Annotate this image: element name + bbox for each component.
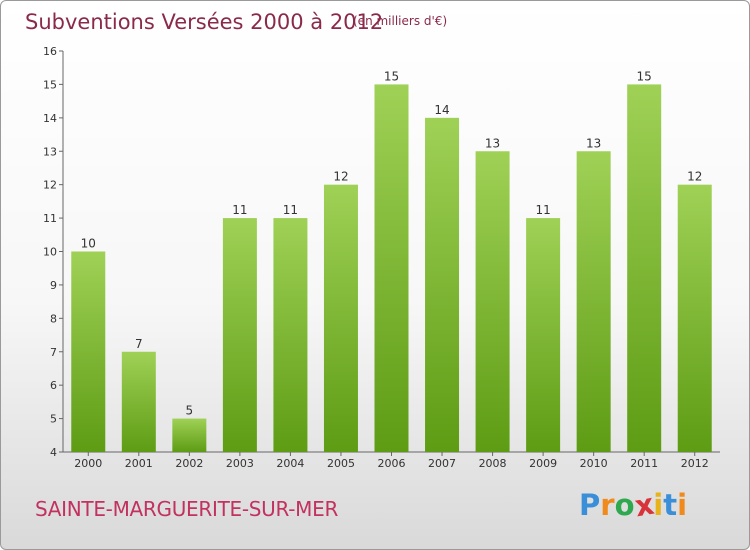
x-tick-label: 2010	[580, 457, 608, 470]
bar-value-label: 11	[283, 203, 298, 217]
x-tick-label: 2002	[175, 457, 203, 470]
bar	[222, 218, 257, 452]
y-tick-label: 7	[50, 346, 57, 359]
bar-value-label: 14	[434, 103, 449, 117]
proxiti-logo[interactable]: Proxiti	[579, 487, 688, 524]
bar-value-label: 7	[135, 337, 143, 351]
logo-letter: P	[579, 488, 601, 522]
y-tick-label: 16	[43, 45, 57, 58]
bar	[526, 218, 561, 452]
x-tick-label: 2012	[681, 457, 709, 470]
bar	[121, 351, 156, 452]
bar	[576, 151, 611, 452]
unit-note: (en milliers d'€)	[353, 14, 448, 28]
bar-value-label: 11	[535, 203, 550, 217]
y-tick-label: 10	[43, 246, 57, 259]
y-tick-label: 5	[50, 413, 57, 426]
y-tick-label: 6	[50, 379, 57, 392]
y-tick-label: 4	[50, 446, 57, 459]
bar	[425, 117, 460, 452]
bar-value-label: 11	[232, 203, 247, 217]
commune-name: SAINTE-MARGUERITE-SUR-MER	[35, 497, 339, 521]
bar-value-label: 5	[186, 404, 194, 418]
bar	[172, 418, 207, 452]
bar-value-label: 12	[333, 170, 348, 184]
y-tick-label: 13	[43, 145, 57, 158]
x-tick-label: 2011	[630, 457, 658, 470]
logo-letter: r	[600, 488, 615, 522]
x-tick-label: 2003	[226, 457, 254, 470]
y-tick-label: 15	[43, 78, 57, 91]
bar-value-label: 12	[687, 170, 702, 184]
bar	[677, 184, 712, 452]
bar	[374, 84, 409, 453]
x-tick-label: 2005	[327, 457, 355, 470]
bar-value-label: 15	[637, 69, 652, 83]
x-tick-label: 2006	[378, 457, 406, 470]
logo-letter: o	[614, 488, 635, 522]
x-tick-label: 2009	[529, 457, 557, 470]
bar-value-label: 15	[384, 69, 399, 83]
y-tick-label: 9	[50, 279, 57, 292]
value-labels: 10 7 5 11 11 12 15 14 13 11 13 15 12	[81, 69, 703, 417]
x-tick-label: 2000	[74, 457, 102, 470]
bar	[323, 184, 358, 452]
chart-title: Subventions Versées 2000 à 2012	[25, 10, 384, 34]
bars	[71, 84, 712, 453]
logo-letter: t	[663, 488, 678, 522]
logo-letter: i	[653, 488, 664, 522]
y-tick-label: 8	[50, 312, 57, 325]
x-tick-label: 2007	[428, 457, 456, 470]
x-tick-label: 2001	[125, 457, 153, 470]
bar	[71, 251, 106, 452]
y-tick-label: 12	[43, 179, 57, 192]
bar	[273, 218, 308, 452]
bar-value-label: 10	[81, 237, 96, 251]
logo-letter: i	[677, 488, 688, 522]
bar	[475, 151, 510, 452]
x-tick-label: 2004	[276, 457, 304, 470]
y-tick-label: 14	[43, 112, 57, 125]
bar-value-label: 13	[586, 136, 601, 150]
bar	[627, 84, 662, 453]
bar-value-label: 13	[485, 136, 500, 150]
x-tick-label: 2008	[479, 457, 507, 470]
y-tick-label: 11	[43, 212, 57, 225]
